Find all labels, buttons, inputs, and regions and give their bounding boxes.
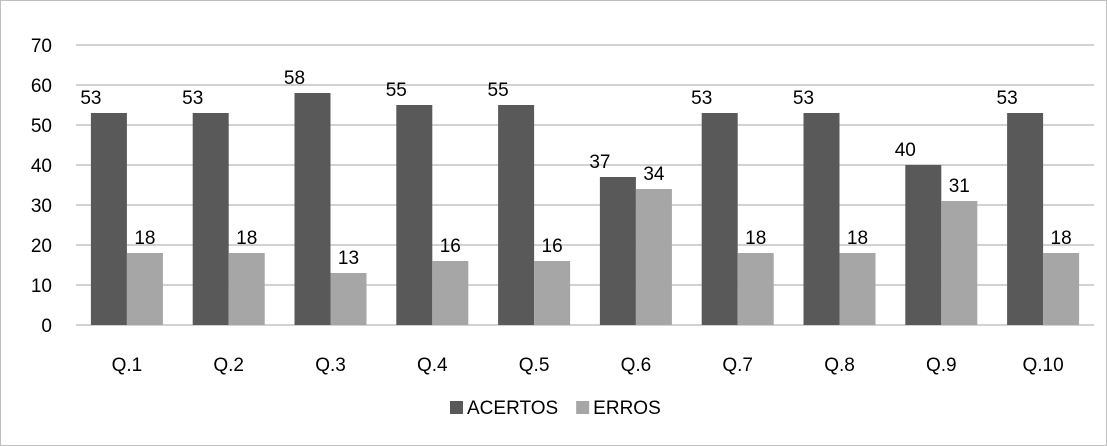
bar-acertos	[1007, 113, 1044, 325]
x-tick-label: Q.10	[1022, 355, 1063, 376]
bar-acertos	[905, 165, 942, 325]
bar-erros	[839, 253, 876, 325]
bar-acertos	[498, 105, 535, 325]
data-label: 16	[542, 236, 563, 257]
legend-swatch	[450, 401, 463, 414]
bar-acertos	[396, 105, 433, 325]
x-tick-label: Q.5	[519, 355, 550, 376]
data-label: 53	[80, 88, 101, 109]
data-label: 55	[488, 80, 509, 101]
bar-acertos	[90, 113, 127, 325]
x-tick-label: Q.1	[112, 355, 143, 376]
legend-label: ACERTOS	[467, 398, 558, 419]
legend: ACERTOS ERROS	[450, 398, 661, 419]
y-tick-label: 0	[41, 316, 52, 337]
x-tick-label: Q.9	[926, 355, 957, 376]
y-tick-label: 20	[31, 236, 52, 257]
bar-erros	[737, 253, 774, 325]
data-label: 40	[895, 140, 916, 161]
data-label: 18	[1051, 228, 1072, 249]
x-tick-label: Q.4	[417, 355, 448, 376]
x-tick-label: Q.2	[213, 355, 244, 376]
data-label: 53	[997, 88, 1018, 109]
legend-label: ERROS	[593, 398, 661, 419]
x-axis-ticks: Q.1 Q.2 Q.3 Q.4 Q.5 Q.6 Q.7 Q.8 Q.9 Q.10	[112, 355, 1064, 376]
bar-acertos	[701, 113, 738, 325]
bar-erros	[228, 253, 265, 325]
data-label: 55	[386, 80, 407, 101]
bar-erros	[126, 253, 163, 325]
data-label: 16	[440, 236, 461, 257]
legend-swatch	[576, 401, 590, 414]
bar-erros	[432, 261, 469, 325]
bar-erros	[635, 189, 672, 325]
y-tick-label: 60	[31, 76, 52, 97]
x-tick-label: Q.3	[315, 355, 346, 376]
data-label: 13	[338, 248, 359, 269]
bar-acertos	[803, 113, 840, 325]
data-label: 53	[182, 88, 203, 109]
y-tick-label: 30	[31, 196, 52, 217]
y-axis-ticks: 0 10 20 30 40 50 60 70	[31, 36, 52, 337]
x-tick-label: Q.8	[824, 355, 855, 376]
y-tick-label: 40	[31, 156, 52, 177]
data-labels: 53 18 53 18 58 13 55 16 55 16 37 34 53 18 53 18 40 31 53 18	[80, 68, 1071, 269]
data-label: 37	[589, 152, 610, 173]
bars	[90, 93, 1080, 325]
bar-acertos	[599, 177, 636, 325]
data-label: 18	[236, 228, 257, 249]
data-label: 31	[949, 176, 970, 197]
y-tick-label: 10	[31, 276, 52, 297]
bar-erros	[330, 273, 367, 325]
data-label: 18	[847, 228, 868, 249]
bar-erros	[534, 261, 571, 325]
bar-erros	[1043, 253, 1080, 325]
data-label: 58	[284, 68, 305, 89]
y-tick-label: 50	[31, 116, 52, 137]
data-label: 34	[643, 164, 665, 185]
y-tick-label: 70	[31, 36, 52, 57]
data-label: 18	[134, 228, 155, 249]
bar-acertos	[294, 93, 331, 325]
data-label: 53	[691, 88, 712, 109]
data-label: 18	[745, 228, 766, 249]
data-label: 53	[793, 88, 814, 109]
x-tick-label: Q.6	[621, 355, 652, 376]
x-tick-label: Q.7	[722, 355, 753, 376]
bar-acertos	[192, 113, 229, 325]
bar-erros	[941, 201, 978, 325]
